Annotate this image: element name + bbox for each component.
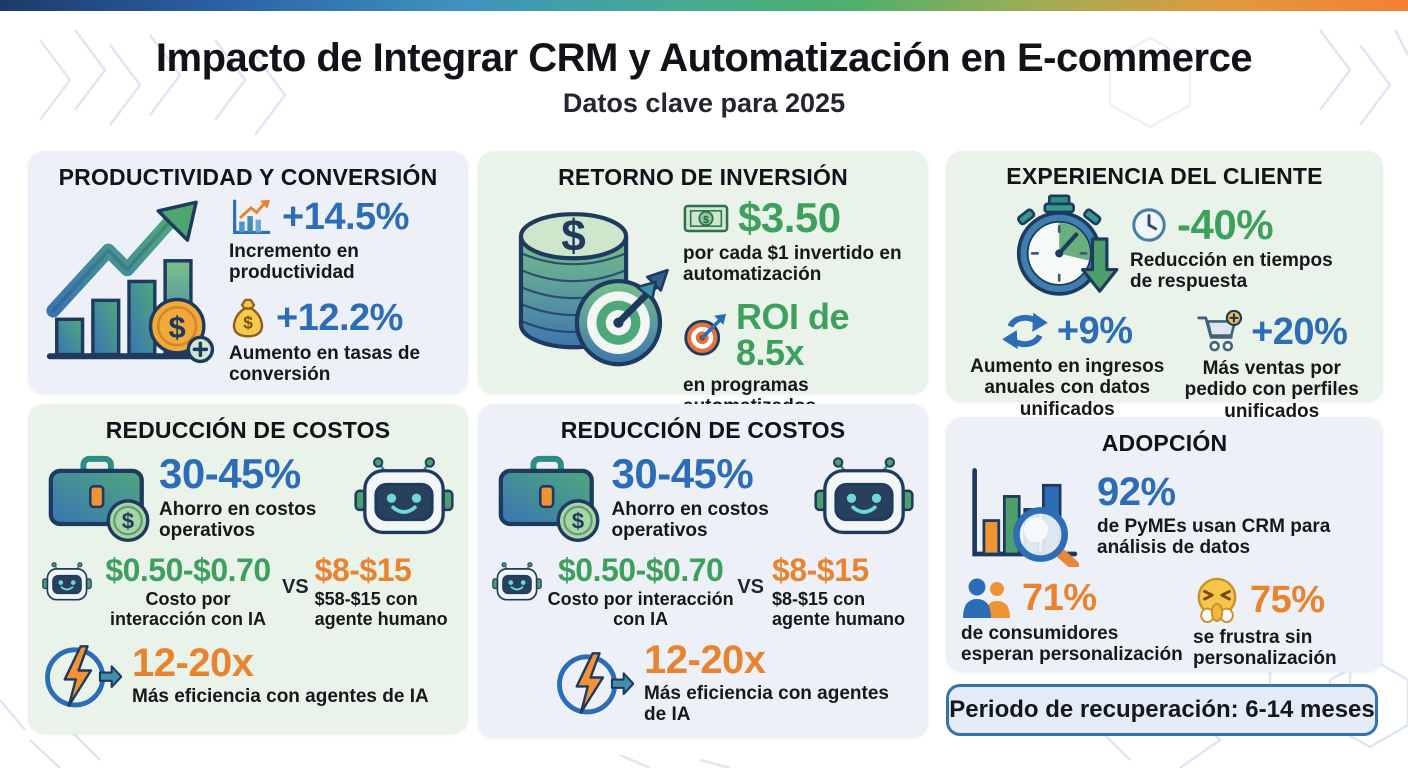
card-title: REDUCCIÓN DE COSTOS xyxy=(560,417,846,443)
frustrated-face-icon xyxy=(1193,577,1241,623)
briefcase-coin-icon xyxy=(42,452,154,542)
sync-arrows-icon xyxy=(1002,310,1048,352)
stat-value: 30-45% xyxy=(159,449,301,497)
stat-value: $3.50 xyxy=(738,194,841,241)
top-gradient-bar xyxy=(0,0,1408,11)
mini-chart-icon xyxy=(229,197,273,237)
stat-sales-per-order: +20% Más ventas por pedido con perfiles … xyxy=(1174,310,1369,422)
clock-icon xyxy=(1130,206,1168,244)
stat-operating-savings: 30-45% Ahorro en costos operativos xyxy=(611,449,807,542)
lightning-arrow-icon xyxy=(554,647,634,719)
stat-productivity: +14.5% Incremento en productividad xyxy=(229,197,444,284)
stat-roi-multiple: ROI de 8.5x en programas automatizados xyxy=(683,295,913,418)
stat-label: de PyMEs usan CRM para análisis de datos xyxy=(1097,515,1331,558)
briefcase-coin-icon xyxy=(492,452,604,542)
stat-frustration: 75% se frustra sin personalización xyxy=(1193,577,1368,670)
people-icon xyxy=(961,577,1013,619)
payback-period-text: Periodo de recuperación: 6-14 meses xyxy=(949,696,1375,723)
stat-value: 71% xyxy=(1022,577,1097,619)
stat-value: +9% xyxy=(1056,310,1133,352)
stat-value: $0.50-$0.70 xyxy=(558,552,724,588)
page-subtitle: Datos clave para 2025 xyxy=(562,88,846,118)
stat-human-cost: $8-$15 $58-$15 con agente humano xyxy=(315,554,454,630)
stat-label: Aumento en tasas de conversión xyxy=(229,342,421,386)
stat-label: se frustra sin personalización xyxy=(1193,627,1337,670)
stat-value: +20% xyxy=(1251,311,1348,353)
card-title: EXPERIENCIA DEL CLIENTE xyxy=(1006,163,1323,189)
chart-magnifier-icon xyxy=(961,463,1083,567)
growth-chart-coin-icon xyxy=(43,197,215,365)
stat-label: Ahorro en costos operativos xyxy=(159,498,317,541)
card-productividad-conversion: PRODUCTIVIDAD Y CONVERSIÓN +14.5% Increm… xyxy=(28,151,468,394)
card-title: RETORNO DE INVERSIÓN xyxy=(558,164,848,190)
target-dart-icon xyxy=(683,313,727,357)
coin-stack-target-icon xyxy=(493,197,671,367)
card-reduccion-costos-centro: REDUCCIÓN DE COSTOS 30-45% Ahorro en cos… xyxy=(478,404,928,738)
stat-conversion: +12.2% Aumento en tasas de conversión xyxy=(229,297,444,386)
stat-label: Aumento en ingresos anuales con datos un… xyxy=(970,356,1165,420)
stat-value: 12-20x xyxy=(644,637,766,682)
stat-efficiency: 12-20x Más eficiencia con agentes de IA xyxy=(644,640,894,726)
card-reduccion-costos-izquierda: REDUCCIÓN DE COSTOS 30-45% Ahorro en cos… xyxy=(28,404,468,734)
money-bag-icon xyxy=(229,297,267,339)
stat-efficiency: 12-20x Más eficiencia con agentes de IA xyxy=(132,643,442,707)
stat-value: 92% xyxy=(1097,469,1176,514)
stat-label: $58-$15 con agente humano xyxy=(314,589,448,630)
robot-icon xyxy=(354,457,454,537)
lightning-arrow-icon xyxy=(42,640,122,712)
stat-operating-savings: 30-45% Ahorro en costos operativos xyxy=(159,449,349,542)
card-title: PRODUCTIVIDAD Y CONVERSIÓN xyxy=(58,164,438,190)
stat-consumers-personalization: 71% de consumidores esperan personalizac… xyxy=(961,577,1193,666)
stat-label: Más ventas por pedido con perfiles unifi… xyxy=(1184,358,1359,422)
page-title: Impacto de Integrar CRM y Automatización… xyxy=(155,36,1253,80)
robot-icon xyxy=(814,457,914,537)
card-adopcion: ADOPCIÓN 92% de PyMEs usan CRM para anál… xyxy=(946,417,1383,672)
stat-return-per-dollar: $3.50 por cada $1 invertido en automatiz… xyxy=(683,197,913,286)
card-title: ADOPCIÓN xyxy=(1101,430,1228,456)
stat-human-cost: $8-$15 $8-$15 con agente humano xyxy=(772,554,914,630)
stat-value: 75% xyxy=(1250,579,1325,621)
stat-value: -40% xyxy=(1177,200,1274,248)
stat-annual-revenue: +9% Aumento en ingresos anuales con dato… xyxy=(960,310,1174,420)
stat-label: Ahorro en costos operativos xyxy=(611,498,769,541)
stat-value: $0.50-$0.70 xyxy=(105,552,271,588)
stat-response-time: -40% Reducción en tiempos de respuesta xyxy=(1130,200,1355,293)
stat-label: Costo por interacción con IA xyxy=(109,589,266,630)
stat-label: Incremento en productividad xyxy=(229,241,359,284)
card-retorno-inversion: RETORNO DE INVERSIÓN $3.50 por cada $1 i… xyxy=(478,151,928,417)
stat-value: ROI de 8.5x xyxy=(736,295,850,373)
stat-label: de consumidores esperan personalización xyxy=(961,623,1183,666)
cart-plus-icon xyxy=(1196,310,1242,354)
stat-label: Reducción en tiempos de respuesta xyxy=(1130,249,1333,292)
stat-value: +14.5% xyxy=(282,196,409,238)
stat-value: 12-20x xyxy=(132,641,254,686)
stat-label: $8-$15 con agente humano xyxy=(772,589,906,630)
payback-period-banner: Periodo de recuperación: 6-14 meses xyxy=(946,684,1378,736)
stat-value: +12.2% xyxy=(276,296,403,339)
robot-icon xyxy=(492,562,542,602)
vs-label: VS xyxy=(281,576,309,598)
stopwatch-down-arrow-icon xyxy=(1002,194,1120,302)
stat-value: $8-$15 xyxy=(772,552,869,588)
stat-ai-cost: $0.50-$0.70 Costo por interacción con IA xyxy=(96,554,280,630)
stat-label: Más eficiencia con agentes de IA xyxy=(132,686,429,708)
vs-label: VS xyxy=(737,576,765,598)
stat-pymes-crm: 92% de PyMEs usan CRM para análisis de d… xyxy=(1097,472,1359,559)
stat-label: por cada $1 invertido en automatización xyxy=(683,243,902,286)
card-experiencia-cliente: EXPERIENCIA DEL CLIENTE -40% Reducción e… xyxy=(946,151,1383,422)
stat-value: $8-$15 xyxy=(314,552,412,588)
dollar-bill-icon xyxy=(683,203,729,234)
card-title: REDUCCIÓN DE COSTOS xyxy=(105,417,391,443)
robot-icon xyxy=(42,562,92,602)
stat-ai-cost: $0.50-$0.70 Costo por interacción con IA xyxy=(546,554,735,630)
stat-label: Más eficiencia con agentes de IA xyxy=(644,682,889,726)
stat-value: 30-45% xyxy=(611,449,754,497)
stat-label: Costo por interacción con IA xyxy=(547,589,734,630)
